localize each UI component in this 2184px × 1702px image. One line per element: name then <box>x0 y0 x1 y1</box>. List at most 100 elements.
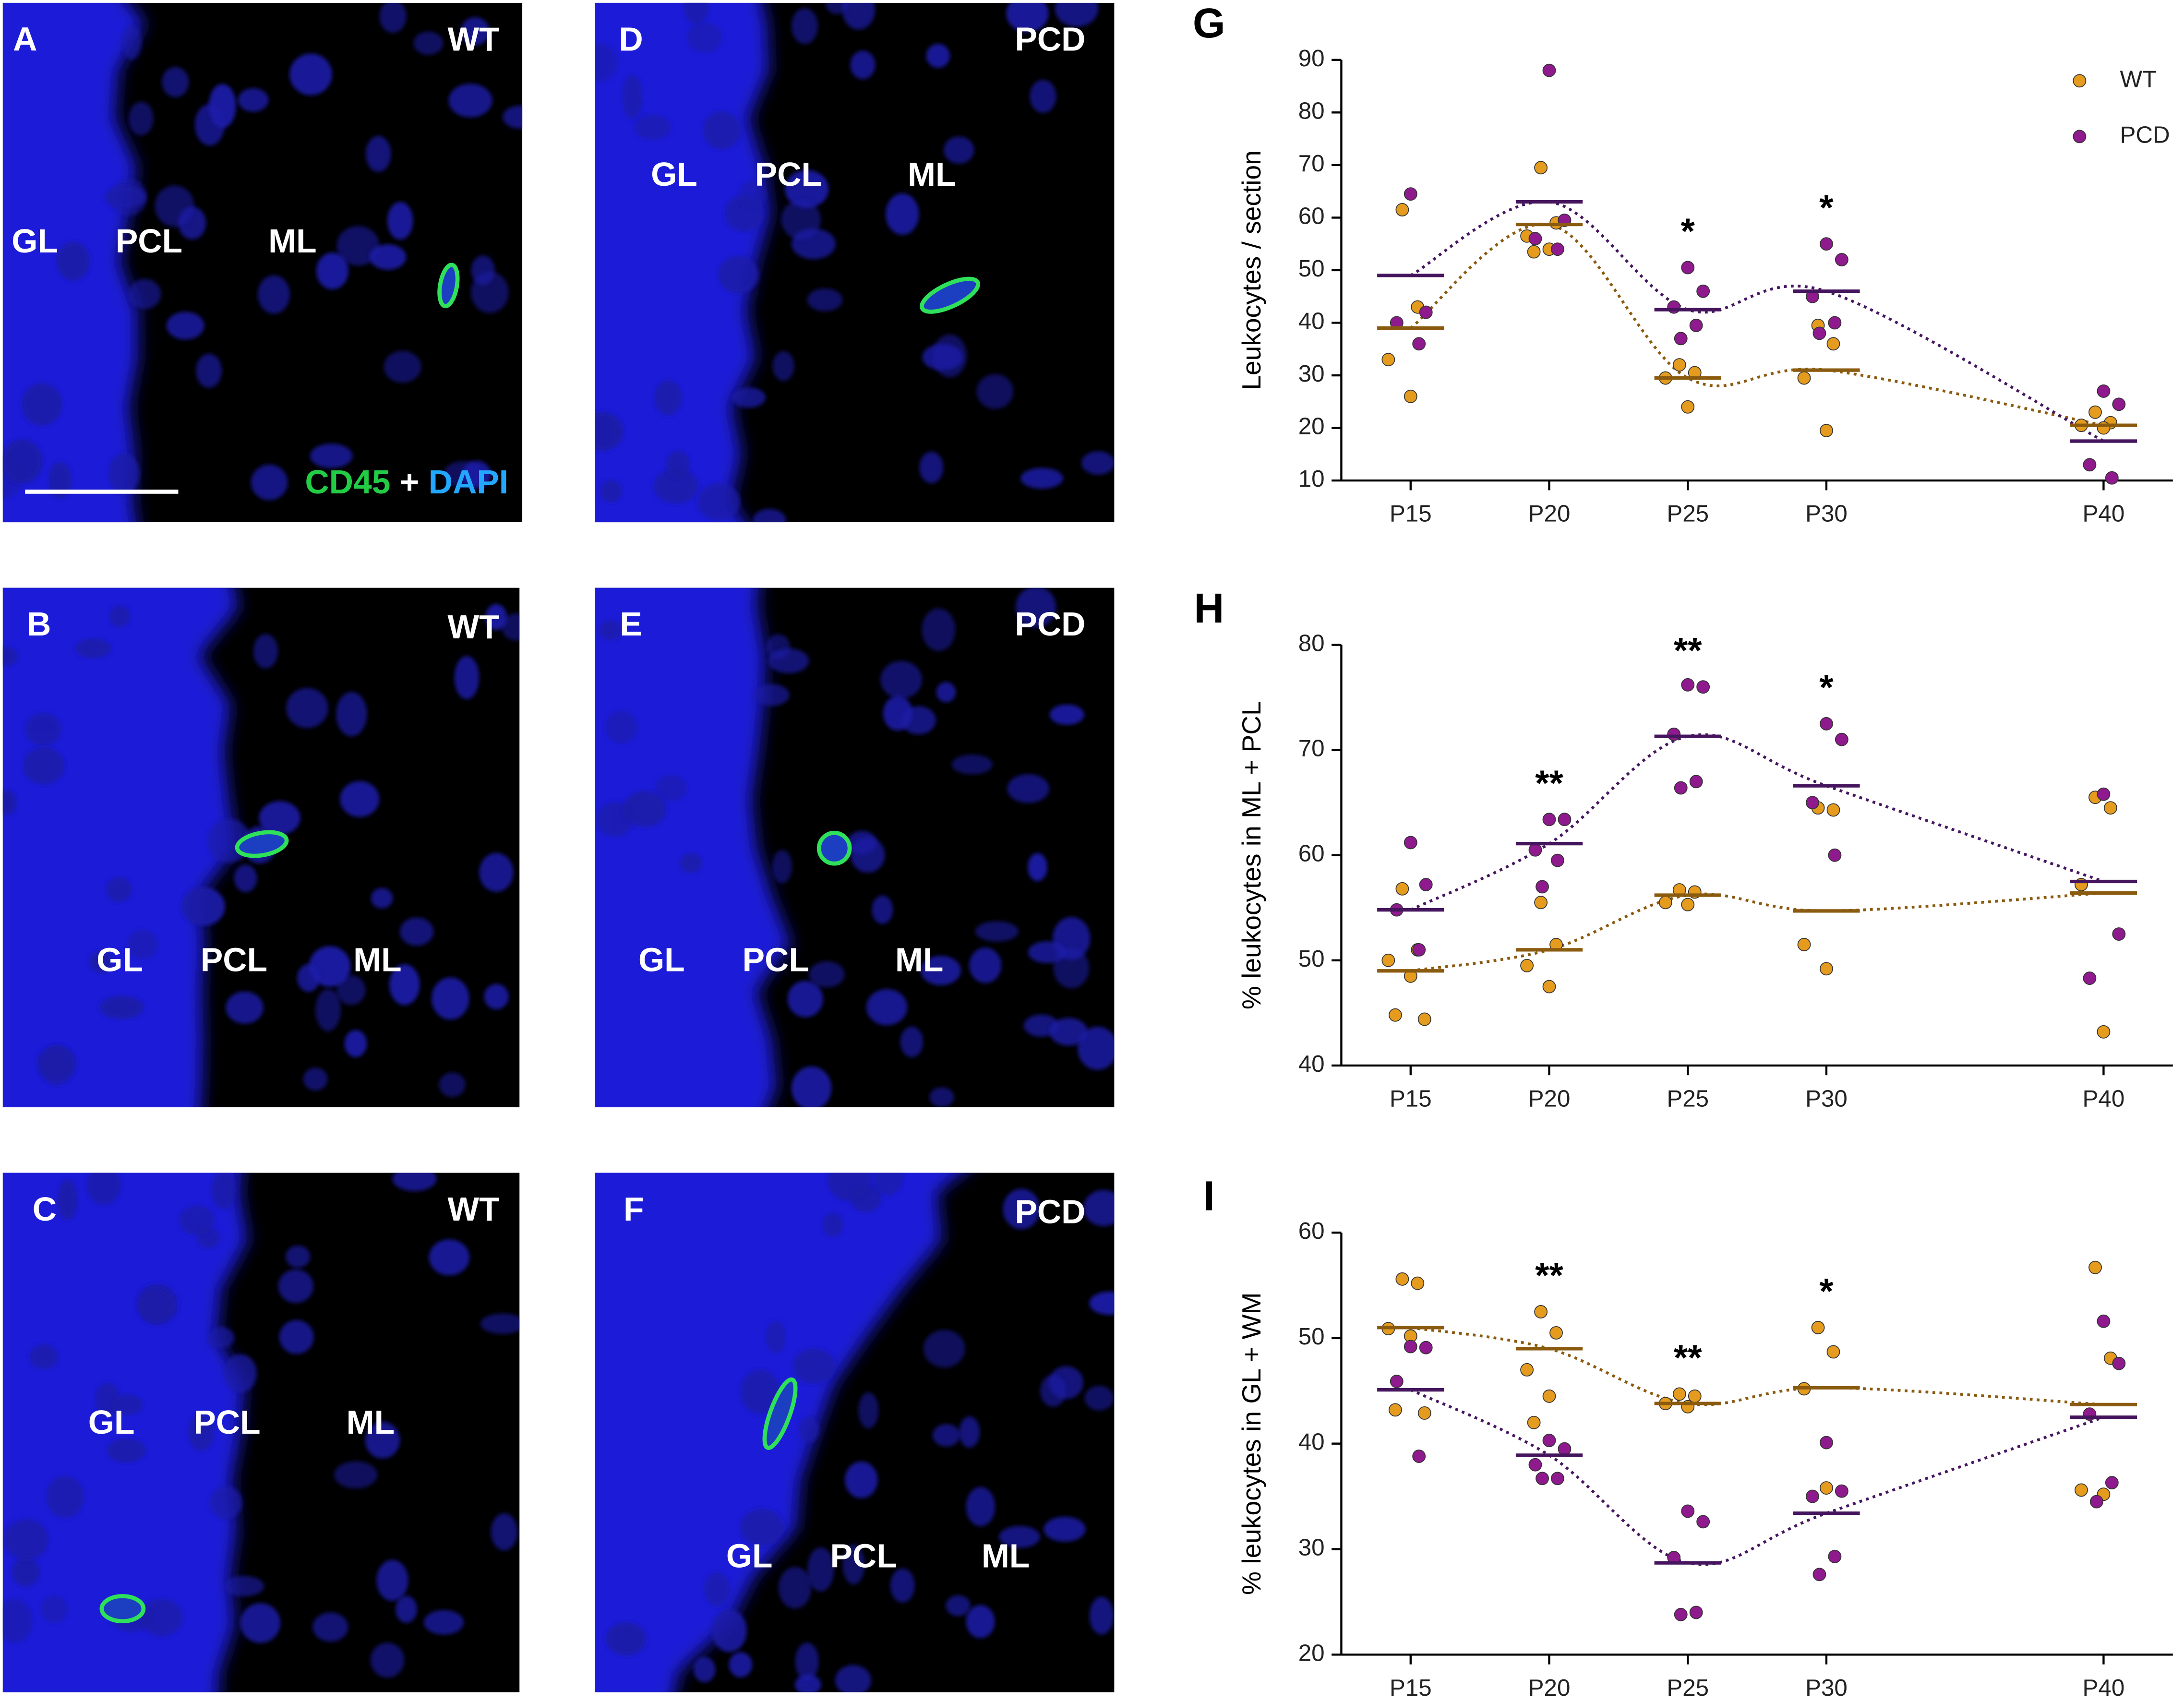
x-tick-label: P20 <box>1528 1085 1571 1112</box>
data-point <box>2088 1260 2102 1274</box>
x-tick-label: P40 <box>2083 1085 2125 1112</box>
data-point <box>1395 882 1409 896</box>
nucleus <box>872 895 893 924</box>
nucleus <box>712 1609 747 1653</box>
data-point <box>2097 787 2111 801</box>
data-point <box>1681 261 1695 275</box>
nucleus <box>851 837 885 873</box>
data-point <box>1542 1434 1556 1448</box>
data-point <box>1797 937 1811 951</box>
significance: * <box>1681 211 1695 252</box>
y-tick-label: 70 <box>1298 735 1325 762</box>
micrograph <box>595 587 1115 1107</box>
genotype-label: PCD <box>1015 20 1085 58</box>
data-point <box>1404 187 1417 201</box>
nucleus <box>827 1173 871 1201</box>
data-point <box>1536 880 1549 894</box>
nucleus <box>344 1030 367 1057</box>
trend-curve <box>1410 1326 2104 1406</box>
micrograph <box>2 2 523 523</box>
nucleus <box>687 22 722 53</box>
nucleus <box>787 981 823 1018</box>
data-point <box>1404 1340 1417 1354</box>
layer-label: PCL <box>755 156 822 193</box>
nucleus <box>22 383 62 426</box>
data-point <box>1520 1363 1534 1377</box>
significance: ** <box>1535 763 1563 803</box>
data-point <box>1674 781 1688 795</box>
nucleus <box>312 1612 348 1642</box>
nucleus <box>41 1045 73 1086</box>
nucleus <box>297 964 320 992</box>
nucleus <box>900 1026 924 1057</box>
nucleus <box>1077 1027 1115 1070</box>
y-tick-label: 40 <box>1298 1429 1325 1455</box>
data-point <box>1828 1549 1842 1563</box>
nucleus <box>936 682 956 703</box>
panel-letter: D <box>619 20 643 58</box>
nucleus <box>795 1642 819 1681</box>
nucleus <box>595 43 617 82</box>
nucleus <box>392 1173 437 1191</box>
data-point <box>1696 1515 1710 1529</box>
data-point <box>1820 717 1833 731</box>
nucleus <box>443 461 482 488</box>
nucleus <box>704 1572 731 1606</box>
significance: * <box>1819 667 1834 707</box>
nucleus <box>112 1394 143 1415</box>
nucleus <box>454 656 480 699</box>
data-point <box>1681 400 1695 414</box>
nucleus <box>316 252 348 289</box>
nucleus <box>883 695 913 731</box>
data-point <box>1527 1415 1541 1429</box>
data-point <box>1417 1406 1431 1420</box>
data-point <box>1811 1320 1825 1334</box>
nucleus <box>86 1173 121 1205</box>
panel-letter: C <box>33 1190 57 1228</box>
significance: ** <box>1674 630 1702 671</box>
nucleus <box>369 244 407 270</box>
nucleus <box>684 2 709 24</box>
y-tick-label: 80 <box>1298 97 1325 124</box>
data-point <box>2112 927 2126 941</box>
data-point <box>1696 284 1710 298</box>
nucleus <box>155 185 194 227</box>
nucleus <box>340 781 380 817</box>
nucleus <box>139 1288 174 1322</box>
nucleus <box>479 852 514 892</box>
y-tick-label: 20 <box>1298 413 1325 440</box>
x-tick-label: P30 <box>1805 501 1848 527</box>
data-point <box>2089 1495 2103 1509</box>
data-point <box>1820 1481 1833 1495</box>
layer-label: ML <box>895 941 944 979</box>
nucleus <box>289 53 332 96</box>
data-point <box>1667 300 1681 314</box>
data-point <box>1388 1008 1402 1022</box>
data-point <box>1542 813 1556 827</box>
y-tick-label: 40 <box>1298 308 1325 335</box>
nucleus <box>56 241 90 281</box>
nucleus <box>1028 853 1047 881</box>
data-point <box>1674 332 1688 346</box>
x-tick-label: P25 <box>1667 1675 1709 1701</box>
layer-label: GL <box>12 222 58 260</box>
x-tick-label: P40 <box>2083 1675 2125 1701</box>
layer-label: GL <box>96 941 143 979</box>
nucleus <box>387 202 413 240</box>
nucleus <box>371 887 393 909</box>
nucleus <box>703 111 741 150</box>
nucleus <box>166 312 204 340</box>
nucleus <box>89 950 113 973</box>
data-point <box>1520 959 1534 972</box>
nucleus <box>1049 1018 1088 1046</box>
layer-label: PCL <box>116 222 182 260</box>
genotype-label: WT <box>447 20 499 58</box>
nucleus <box>439 1072 466 1097</box>
data-point <box>2097 421 2111 435</box>
nucleus <box>234 864 257 892</box>
data-point <box>1550 1472 1564 1486</box>
nucleus <box>75 638 111 659</box>
nucleus <box>858 1392 879 1429</box>
nucleus <box>599 620 622 641</box>
data-point <box>1689 775 1703 789</box>
